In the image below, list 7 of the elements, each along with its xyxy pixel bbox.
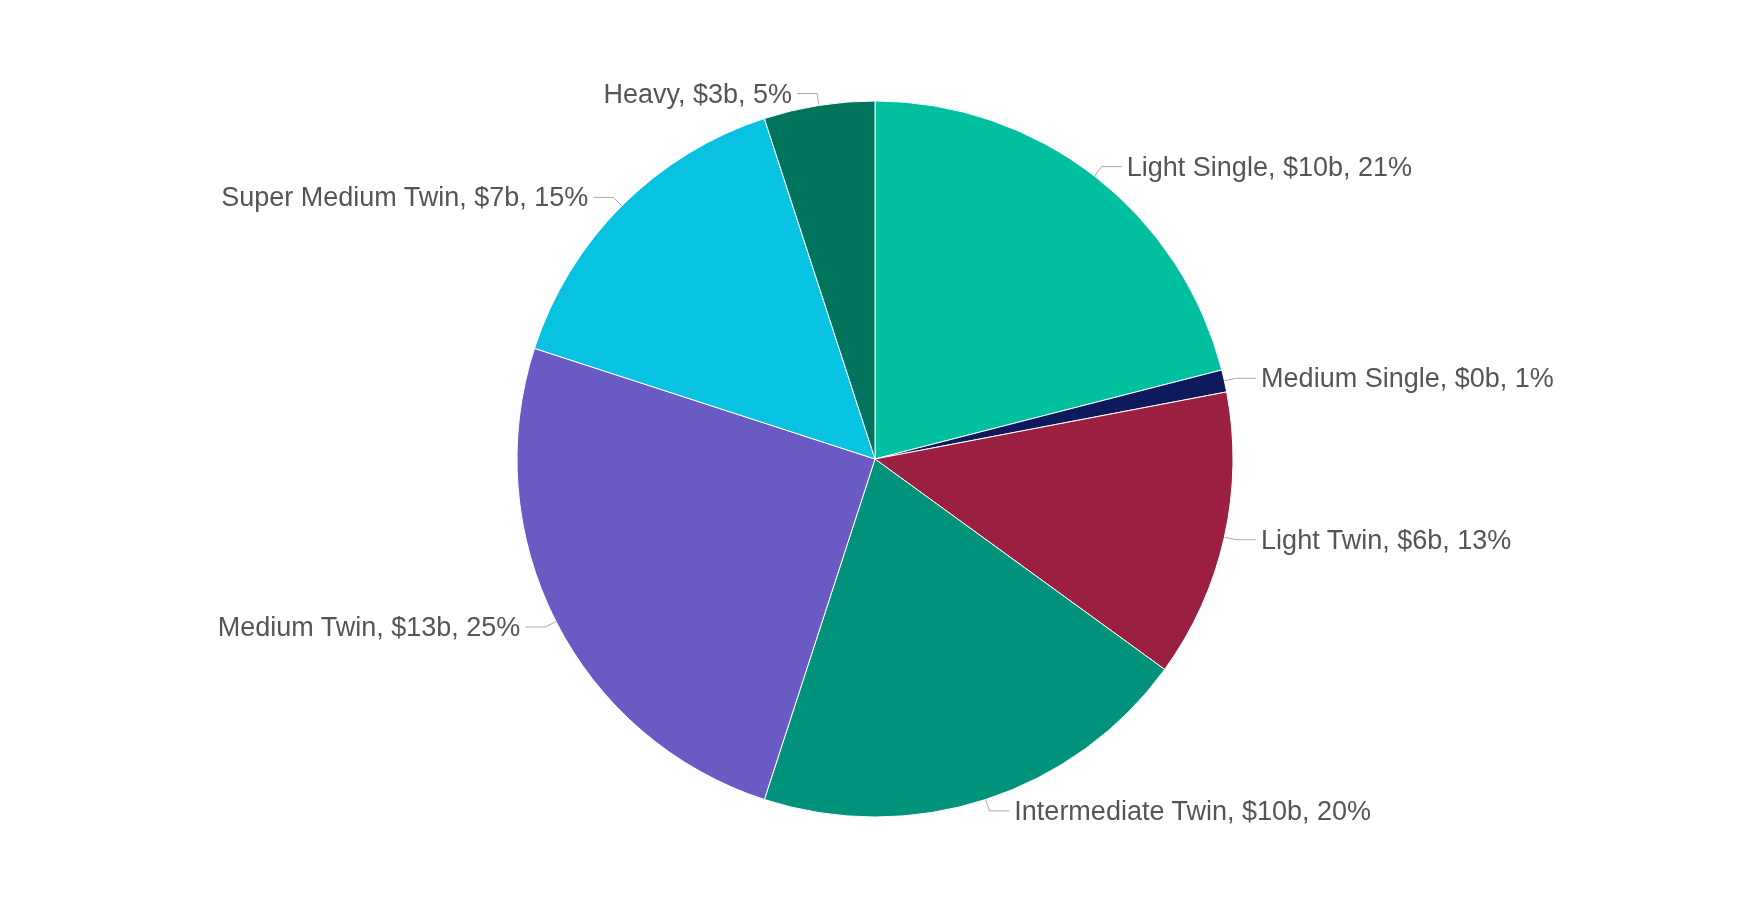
slice-label: Light Single, $10b, 21% [1126, 151, 1413, 182]
slice-label: Medium Twin, $13b, 25% [217, 611, 521, 642]
slice-label: Super Medium Twin, $7b, 15% [221, 182, 589, 213]
slice-label: Heavy, $3b, 5% [603, 78, 793, 109]
slice-label: Light Twin, $6b, 13% [1261, 524, 1512, 555]
slice-label: Intermediate Twin, $10b, 20% [1014, 795, 1372, 826]
slice-label: Medium Single, $0b, 1% [1261, 363, 1554, 394]
